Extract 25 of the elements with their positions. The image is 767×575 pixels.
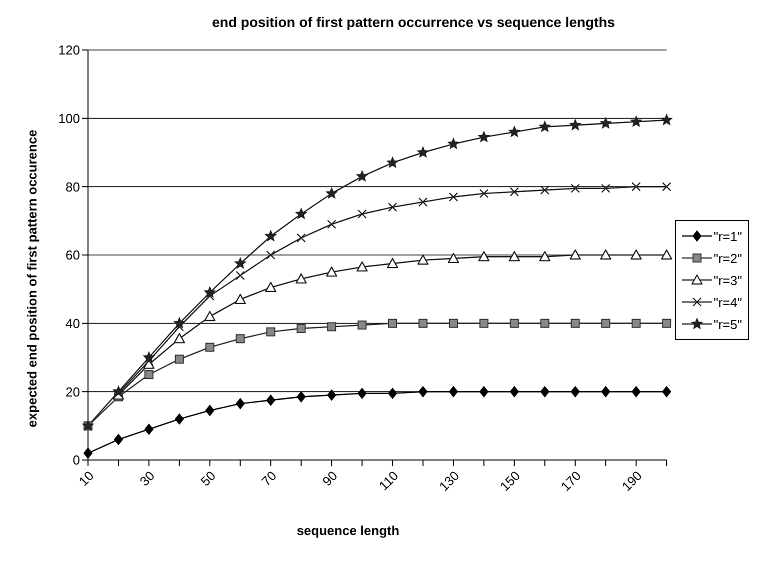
- x-tick-label: 70: [258, 468, 280, 489]
- legend-label: "r=1": [714, 228, 742, 244]
- x-tick-label: 110: [376, 468, 402, 494]
- x-tick-label: 130: [436, 468, 462, 494]
- legend-label: "r=5": [714, 316, 742, 332]
- x-tick-label: 10: [76, 468, 97, 489]
- x-tick-label: 190: [618, 468, 645, 494]
- chart-title: end position of first pattern occurrence vs sequence lengths: [211, 13, 616, 30]
- legend-label: "r=3": [714, 272, 742, 288]
- y-tick-label: 0: [72, 452, 80, 468]
- x-axis-title: sequence length: [296, 523, 400, 538]
- legend-label: "r=2": [714, 250, 742, 266]
- x-tick-label: 150: [497, 468, 523, 494]
- y-tick-label: 120: [58, 42, 80, 58]
- y-tick-label: 60: [66, 248, 80, 263]
- y-tick-label: 100: [58, 110, 80, 126]
- x-tick-label: 170: [558, 468, 584, 494]
- y-axis-title: expected end position of first pattern occurence: [24, 128, 40, 429]
- x-tick-label: 30: [136, 468, 158, 489]
- y-tick-label: 80: [66, 179, 80, 194]
- y-tick-label: 20: [66, 384, 80, 400]
- legend-label: "r=4": [714, 294, 742, 310]
- y-tick-label: 40: [66, 316, 80, 331]
- x-tick-label: 90: [319, 468, 340, 489]
- x-tick-label: 50: [198, 468, 218, 489]
